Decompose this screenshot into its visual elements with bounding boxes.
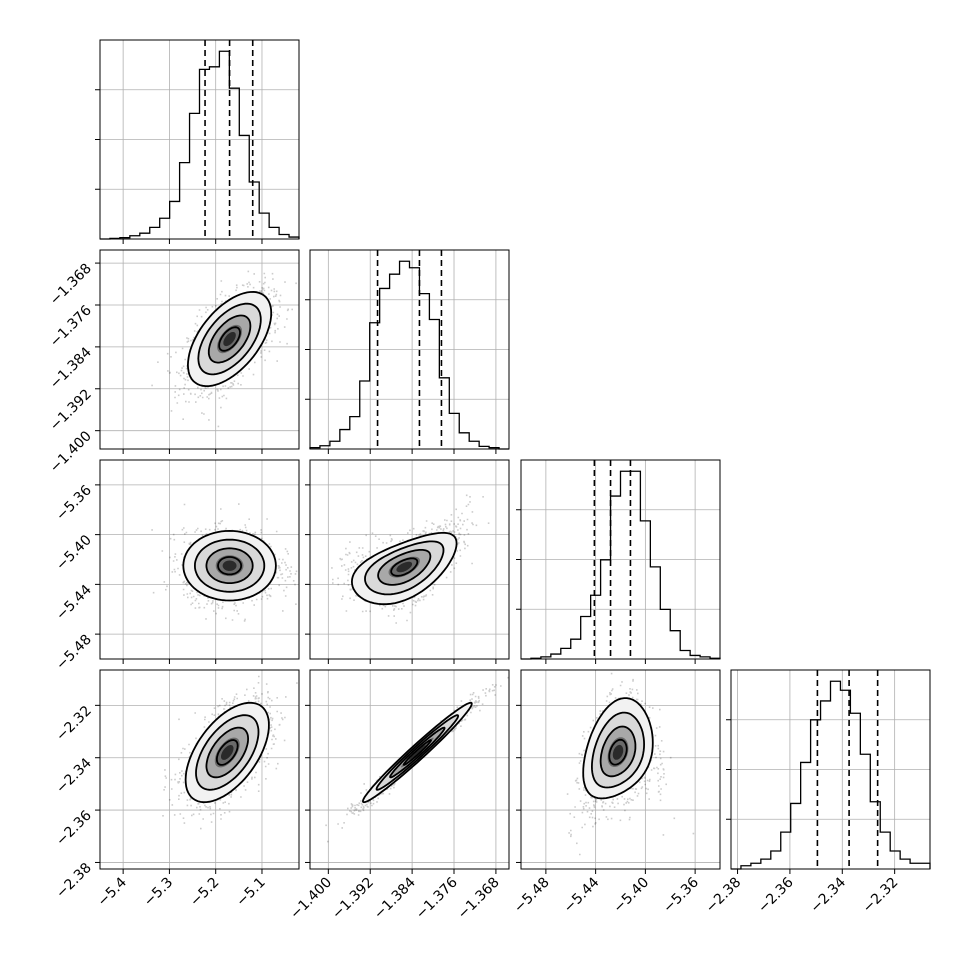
axis-frame <box>309 459 510 660</box>
pair-panel-p0-p2 <box>99 459 300 660</box>
histogram-p1 <box>309 260 509 450</box>
x-tick-label-p2: −5.48 <box>511 875 553 917</box>
contour-level-1 <box>389 726 446 779</box>
x-tick-label-p1: −1.368 <box>455 875 503 923</box>
histogram-p3 <box>731 680 931 870</box>
density-fill <box>409 745 426 760</box>
contour-level-1 <box>205 726 250 779</box>
contour-level-2 <box>375 714 460 791</box>
contour-level-1 <box>377 549 432 586</box>
y-tick-label-p3: −2.36 <box>53 808 95 850</box>
contour-level-2 <box>364 540 445 596</box>
pair-panel-p0-p3 <box>99 669 300 870</box>
x-tick-label-p1: −1.392 <box>329 875 377 923</box>
x-tick-label-p0: −5.3 <box>141 875 176 910</box>
y-tick-label-p3: −2.34 <box>53 755 95 797</box>
contour-level-3 <box>184 701 270 804</box>
density-fill <box>223 332 236 347</box>
contour-level-2 <box>197 302 262 376</box>
y-tick-label-p2: −5.44 <box>53 582 95 624</box>
contour-level-1 <box>207 314 252 364</box>
y-tick-label-p1: −1.368 <box>47 261 95 309</box>
contour-level-3 <box>186 290 273 387</box>
axis-frame <box>309 249 510 450</box>
axis-frame <box>99 249 300 450</box>
x-tick-label-p0: −5.4 <box>95 874 130 909</box>
histogram-p0 <box>100 50 300 240</box>
x-tick-label-p3: −2.38 <box>703 875 745 917</box>
axis-frame <box>520 669 721 870</box>
contour-level-2 <box>590 711 646 789</box>
contour-level-3 <box>582 697 654 800</box>
hist-panel-p3 <box>726 669 931 870</box>
contour-level-0 <box>216 739 239 766</box>
y-tick-label-p3: −2.38 <box>53 860 95 902</box>
contour-level-3 <box>182 529 277 602</box>
contour-level-3 <box>361 701 473 804</box>
contour-level-1 <box>599 725 637 778</box>
contour-level-0 <box>218 326 241 352</box>
pair-panel-p2-p3 <box>520 669 721 870</box>
density-fill <box>222 560 237 571</box>
contour-level-0 <box>608 738 628 766</box>
pair-panel-p1-p2 <box>309 459 510 660</box>
axis-frame <box>99 669 300 870</box>
y-tick-label-p1: −1.376 <box>47 302 95 350</box>
x-tick-label-p1: −1.400 <box>287 875 335 923</box>
x-tick-label-p3: −2.34 <box>807 874 849 916</box>
density-fill <box>612 744 624 760</box>
x-tick-label-p2: −5.40 <box>611 875 653 917</box>
contour-level-2 <box>193 538 266 593</box>
contour-level-0 <box>217 556 243 576</box>
y-tick-label-p2: −5.36 <box>53 482 95 524</box>
scatter-points <box>331 494 490 624</box>
x-tick-label-p1: −1.376 <box>413 874 461 922</box>
axis-frame <box>309 669 510 870</box>
density-fill <box>396 561 413 573</box>
axis-frame <box>99 459 300 660</box>
x-tick-label-p0: −5.1 <box>233 875 268 910</box>
axis-frame <box>99 39 300 240</box>
histogram-p2 <box>521 470 721 660</box>
axis-frame <box>520 459 721 660</box>
scatter-points <box>151 503 298 622</box>
pair-panel-p0-p1 <box>99 249 300 450</box>
contour-level-0 <box>402 738 432 766</box>
x-tick-label-p2: −5.36 <box>660 874 702 916</box>
hist-panel-p0 <box>95 39 300 240</box>
x-tick-label-p0: −5.2 <box>187 875 222 910</box>
y-tick-label-p2: −5.48 <box>53 632 95 674</box>
y-tick-label-p1: −1.392 <box>47 386 95 434</box>
x-tick-label-p3: −2.36 <box>755 874 797 916</box>
contour-level-1 <box>205 547 254 584</box>
contour-level-0 <box>390 557 419 577</box>
hist-panel-p2 <box>516 459 721 660</box>
y-tick-label-p1: −1.384 <box>47 344 95 392</box>
y-tick-label-p3: −2.32 <box>53 703 95 745</box>
x-tick-label-p2: −5.44 <box>561 874 603 916</box>
y-tick-label-p2: −5.40 <box>53 532 95 574</box>
contour-level-2 <box>195 714 260 791</box>
x-tick-label-p3: −2.32 <box>860 875 902 917</box>
hist-panel-p1 <box>305 249 510 450</box>
x-tick-label-p1: −1.384 <box>371 874 419 922</box>
axis-frame <box>730 669 931 870</box>
pair-panel-p1-p3 <box>309 669 510 870</box>
density-fill <box>221 745 234 760</box>
contour-level-3 <box>350 531 458 606</box>
y-tick-label-p1: −1.400 <box>47 428 95 476</box>
